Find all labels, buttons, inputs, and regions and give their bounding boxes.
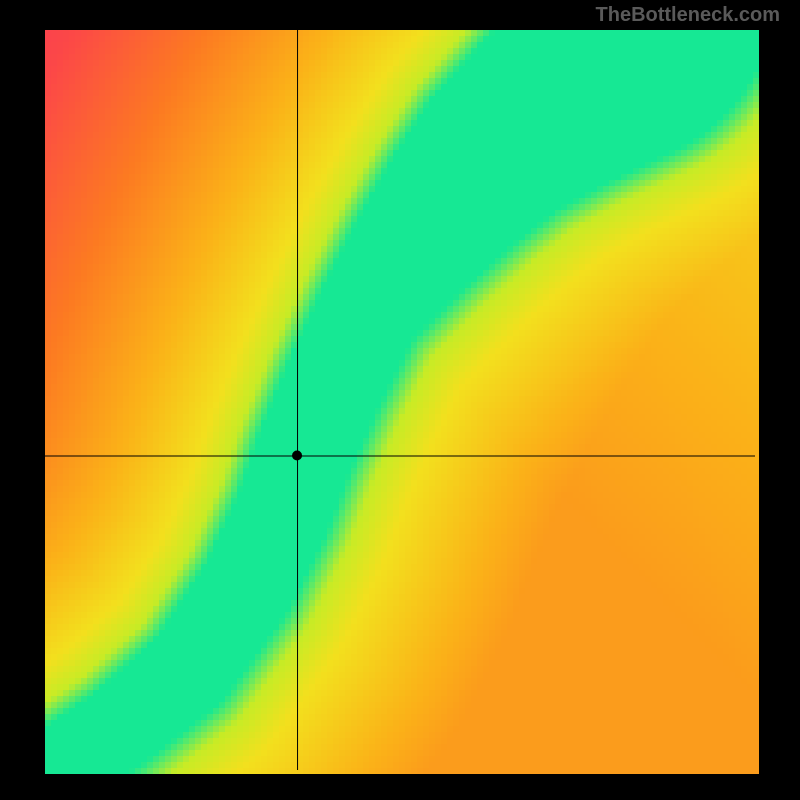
bottleneck-heatmap: [0, 0, 800, 800]
watermark-text: TheBottleneck.com: [596, 4, 780, 27]
